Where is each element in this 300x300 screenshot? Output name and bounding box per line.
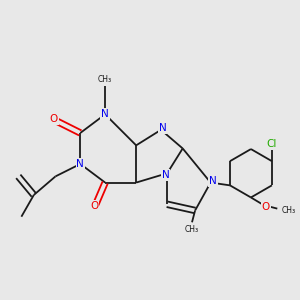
Text: CH₃: CH₃ bbox=[282, 206, 296, 215]
Text: O: O bbox=[262, 202, 270, 212]
Text: Cl: Cl bbox=[267, 139, 277, 149]
Text: N: N bbox=[159, 123, 167, 133]
Text: N: N bbox=[76, 159, 84, 169]
Text: O: O bbox=[50, 114, 58, 124]
Text: CH₃: CH₃ bbox=[185, 225, 199, 234]
Text: N: N bbox=[209, 176, 217, 186]
Text: N: N bbox=[162, 170, 170, 180]
Text: O: O bbox=[90, 201, 98, 211]
Text: CH₃: CH₃ bbox=[98, 75, 112, 84]
Text: N: N bbox=[101, 109, 109, 119]
